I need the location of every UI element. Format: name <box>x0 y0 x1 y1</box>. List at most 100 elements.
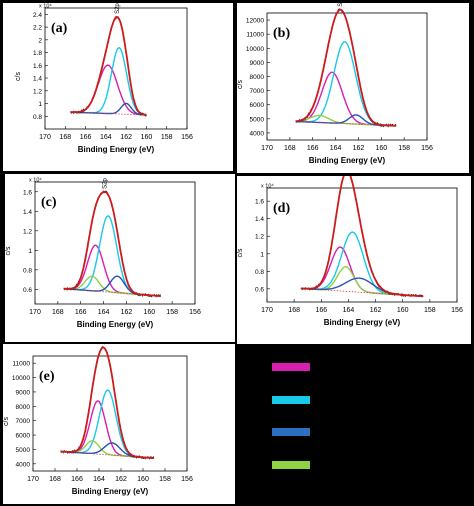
x-tick-label: 170 <box>27 476 39 483</box>
y-axis-label: c/s <box>237 248 244 257</box>
x-tick-label: 160 <box>397 307 409 314</box>
y-tick-label: 5000 <box>16 447 31 454</box>
x-tick-label: 158 <box>398 145 410 152</box>
cyan-component-peak <box>60 389 154 459</box>
panel-b: 170 168 166 164 162 160 158 156 4000 5000 6000 7000… <box>237 3 469 173</box>
raw-data-line <box>295 8 397 128</box>
y-tick-label: 2 <box>38 37 42 44</box>
x-tick-label: 158 <box>166 309 178 316</box>
y-tick-label: 8000 <box>16 404 31 411</box>
panel-label: (a) <box>51 21 68 36</box>
fit-envelope <box>295 8 397 127</box>
green-component-peak <box>300 265 424 297</box>
y-tick-label: 1.2 <box>23 228 32 235</box>
x-tick-label: 164 <box>343 307 355 314</box>
y-multiplier: x 10⁴ <box>39 3 52 10</box>
plot-frame <box>44 7 188 130</box>
y-tick-label: 1 <box>260 251 264 258</box>
green-component-peak <box>60 440 154 459</box>
peak-label: S2p <box>101 344 107 345</box>
fit-envelope <box>300 176 424 298</box>
x-tick-label: 156 <box>181 134 193 141</box>
y-tick-label: 1 <box>28 248 32 255</box>
y-tick-label: 9000 <box>250 60 265 67</box>
y-tick-label: 0.6 <box>255 286 264 293</box>
fit-envelope <box>70 15 147 116</box>
magenta-component-peak <box>60 400 154 459</box>
x-tick-label: 168 <box>284 145 296 152</box>
x-tick-label: 162 <box>115 476 127 483</box>
x-axis-label: Binding Energy (eV) <box>309 156 386 165</box>
x-tick-label: 160 <box>141 134 153 141</box>
plot-frame <box>34 181 196 305</box>
x-tick-label: 168 <box>59 134 71 141</box>
y-tick-label: 0.6 <box>23 287 32 294</box>
plot-frame <box>266 187 458 303</box>
fit-envelope <box>60 346 154 459</box>
x-tick-label: 162 <box>353 145 365 152</box>
blue-component-peak <box>300 277 424 297</box>
x-tick-label: 156 <box>181 476 193 483</box>
panel-e: 170 168 166 164 162 160 158 156 4000 5000 6000 7000… <box>3 344 235 504</box>
y-tick-label: 6000 <box>16 433 31 440</box>
y-tick-label: 1.2 <box>255 234 264 241</box>
legend-key-3 <box>272 428 310 436</box>
panel-label: (d) <box>273 201 290 216</box>
x-tick-label: 170 <box>261 145 273 152</box>
y-multiplier: x 10⁴ <box>261 183 274 190</box>
y-tick-label: 12000 <box>246 18 264 25</box>
y-tick-label: 10000 <box>12 375 30 382</box>
x-tick-label: 164 <box>330 145 342 152</box>
y-tick-label: 1.6 <box>23 189 32 196</box>
y-tick-label: 8000 <box>250 74 265 81</box>
y-tick-label: 1.8 <box>33 50 42 57</box>
y-tick-label: 0.8 <box>33 114 42 121</box>
x-tick-label: 168 <box>288 307 300 314</box>
y-tick-label: 11000 <box>246 32 264 39</box>
y-tick-label: 1.4 <box>255 216 264 223</box>
panel-label: (c) <box>41 195 57 210</box>
y-tick-label: 7000 <box>250 88 265 95</box>
peak-label: S2p <box>338 3 344 7</box>
y-tick-label: 11000 <box>12 361 30 368</box>
raw-data-line <box>60 346 155 460</box>
fit-envelope <box>63 190 161 297</box>
x-tick-label: 162 <box>370 307 382 314</box>
x-tick-label: 158 <box>159 476 171 483</box>
x-tick-label: 160 <box>375 145 387 152</box>
y-tick-label: 1.4 <box>33 76 42 83</box>
y-axis-label: c/s <box>5 246 12 255</box>
x-tick-label: 168 <box>52 309 64 316</box>
x-tick-label: 170 <box>39 134 51 141</box>
panel-label: (b) <box>273 26 290 41</box>
x-tick-label: 164 <box>100 134 112 141</box>
x-tick-label: 170 <box>29 309 41 316</box>
y-tick-label: 2.2 <box>33 25 42 32</box>
x-tick-label: 166 <box>307 145 319 152</box>
x-tick-label: 162 <box>120 134 132 141</box>
y-multiplier: x 10⁴ <box>29 177 42 184</box>
x-tick-label: 160 <box>143 309 155 316</box>
x-tick-label: 156 <box>189 309 201 316</box>
x-tick-label: 160 <box>137 476 149 483</box>
legend-key-4 <box>272 461 310 469</box>
x-tick-label: 164 <box>93 476 105 483</box>
x-axis-label: Binding Energy (eV) <box>72 487 149 496</box>
x-tick-label: 158 <box>424 307 436 314</box>
x-tick-label: 164 <box>98 309 110 316</box>
x-axis-label: Binding Energy (eV) <box>77 320 154 329</box>
x-tick-label: 170 <box>261 307 273 314</box>
x-tick-label: 156 <box>451 307 463 314</box>
y-axis-label: c/s <box>237 80 244 89</box>
y-tick-label: 4000 <box>250 130 265 137</box>
panel-c: 170 168 166 164 162 160 158 156 0.6 0.8 1 1.2 1.4 1.6… <box>5 174 235 342</box>
legend-key-2 <box>272 396 310 404</box>
x-tick-label: 166 <box>75 309 87 316</box>
y-tick-label: 0.8 <box>23 267 32 274</box>
x-tick-label: 158 <box>161 134 173 141</box>
peak-label: S2p <box>115 3 121 14</box>
y-tick-label: 0.8 <box>255 269 264 276</box>
y-tick-label: 4000 <box>16 461 31 468</box>
peak-label: S2p <box>103 177 109 188</box>
panel-a: 170 168 166 164 162 160 158 156 0.8 1 1.2 1.4 1.6 1.8… <box>3 3 233 171</box>
